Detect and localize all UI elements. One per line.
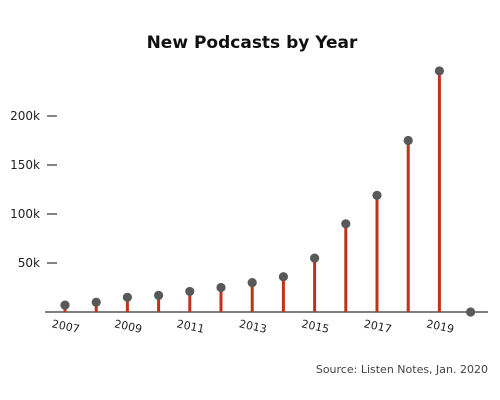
x-tick-label: 2013 (238, 317, 268, 336)
lollipop-point (434, 66, 444, 76)
x-tick-label: 2011 (175, 317, 205, 336)
lollipop-point (247, 278, 257, 288)
x-tick-label: 2015 (300, 317, 330, 336)
y-axis: 50k 100k 150k 200k (10, 109, 57, 270)
lollipop-point (278, 272, 288, 282)
lollipop-point (466, 307, 476, 317)
lollipop-point (185, 286, 195, 297)
x-axis: 2007 2009 2011 2013 2015 2017 2019 (51, 317, 455, 336)
x-tick-label: 2017 (363, 317, 393, 336)
lollipop-point (310, 253, 320, 263)
x-tick-label: 2007 (51, 317, 81, 336)
lollipop-point (122, 292, 132, 302)
chart-title: New Podcasts by Year (147, 33, 358, 53)
lollipop-point (216, 282, 226, 293)
x-tick-label: 2009 (113, 317, 143, 336)
lollipop-point (403, 135, 413, 146)
lollipop-point (341, 219, 351, 229)
x-tick-label: 2019 (425, 317, 455, 336)
lollipop-point (154, 290, 164, 300)
y-tick-label: 100k (10, 207, 40, 221)
y-tick-label: 50k (18, 256, 40, 270)
y-tick-label: 150k (10, 158, 40, 172)
y-tick-label: 200k (10, 109, 40, 123)
lollipop-point (372, 190, 382, 200)
data-marks (60, 66, 476, 317)
lollipop-point (60, 300, 70, 310)
source-note: Source: Listen Notes, Jan. 2020 (316, 363, 488, 376)
lollipop-point (91, 297, 101, 307)
